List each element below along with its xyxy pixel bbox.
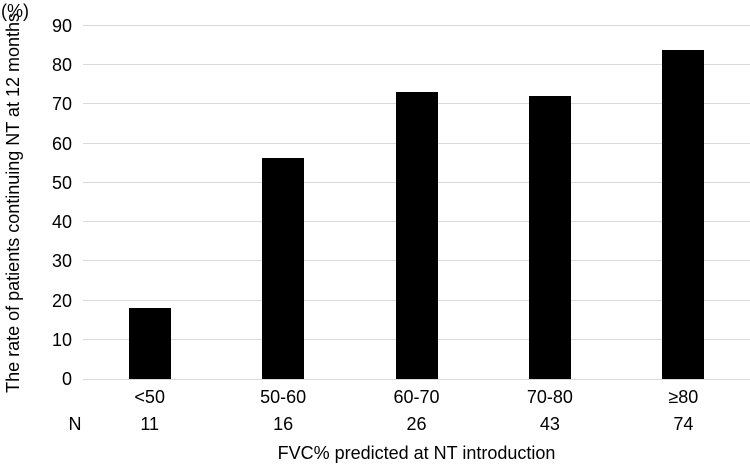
y-tick-label: 10: [51, 329, 72, 350]
n-values-row: 11 16 26 43 74: [83, 414, 750, 434]
y-axis-unit-label: (%): [1, 1, 29, 21]
bar-50-60: [262, 158, 305, 379]
n-value: 26: [406, 414, 427, 434]
n-value: 16: [273, 414, 294, 434]
bar-60-70: [395, 92, 438, 379]
bar-slot: [617, 26, 750, 379]
gridline: [83, 25, 750, 26]
bar-slot: [216, 26, 349, 379]
bar-≥80: [662, 50, 705, 379]
n-row-label: N: [68, 414, 82, 434]
n-value: 43: [539, 414, 560, 434]
n-value: 74: [673, 414, 694, 434]
bar-slot: [83, 26, 216, 379]
category-label: <50: [134, 387, 165, 407]
y-tick-label: 0: [61, 369, 72, 389]
bar-slot: [350, 26, 483, 379]
bar-slot: [483, 26, 616, 379]
bar-<50: [128, 307, 171, 379]
x-axis-title: FVC% predicted at NT introduction: [277, 443, 556, 463]
y-tick-label: 80: [51, 55, 72, 76]
plot-area: [83, 25, 750, 380]
y-tick-label: 20: [51, 290, 72, 311]
bar-70-80: [528, 96, 571, 379]
y-tick-label: 90: [51, 16, 72, 36]
y-tick-label: 60: [51, 133, 72, 154]
category-label: ≥80: [668, 387, 699, 407]
category-label: 70-80: [526, 387, 573, 407]
gridline: [83, 64, 750, 66]
x-axis-category-labels: <50 50-60 60-70 70-80 ≥80: [83, 387, 750, 407]
category-label: 60-70: [393, 387, 440, 407]
y-axis-ticks: 0 10 20 30 40 50 60 70 80 90: [0, 16, 72, 389]
y-tick-label: 30: [51, 251, 72, 272]
category-label: 50-60: [260, 387, 307, 407]
y-tick-label: 50: [51, 172, 72, 193]
y-tick-label: 40: [51, 212, 72, 233]
y-tick-label: 70: [51, 94, 72, 115]
n-value: 11: [140, 414, 160, 434]
